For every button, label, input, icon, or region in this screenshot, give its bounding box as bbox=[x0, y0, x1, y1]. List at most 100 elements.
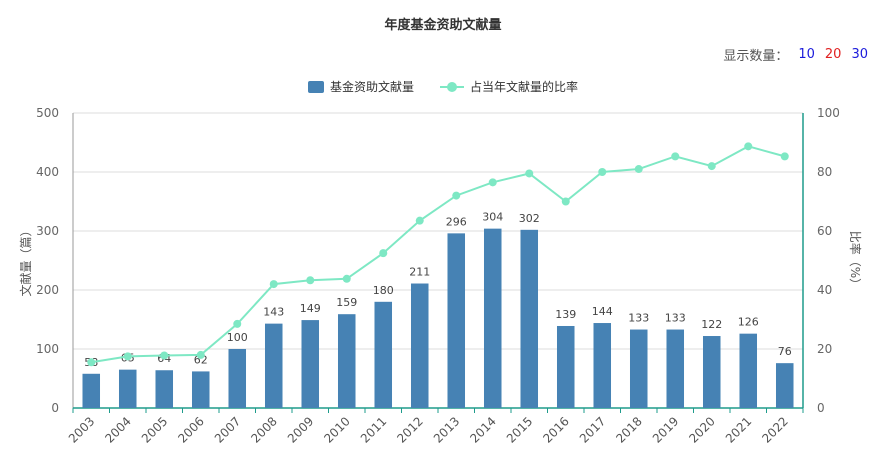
legend-bar-label: 基金资助文献量 bbox=[329, 80, 414, 94]
ratio-point bbox=[780, 152, 789, 161]
bar bbox=[520, 229, 539, 408]
bar bbox=[337, 314, 356, 408]
bar bbox=[155, 370, 174, 408]
bar bbox=[629, 329, 648, 408]
ratio-line bbox=[91, 145, 786, 364]
y-tick-label: 300 bbox=[36, 224, 59, 238]
display-count-control: 显示数量： 10 20 30 bbox=[723, 45, 868, 64]
x-tick-label: 2015 bbox=[504, 414, 535, 445]
bar-data-label: 159 bbox=[336, 296, 357, 309]
legend-item-bar-series[interactable]: 基金资助文献量 bbox=[307, 78, 414, 95]
ratio-point bbox=[160, 351, 169, 360]
bar-data-label: 304 bbox=[482, 211, 503, 224]
bar bbox=[191, 371, 210, 408]
ratio-point bbox=[634, 165, 643, 174]
legend-bar-swatch bbox=[307, 80, 324, 93]
bar-data-label: 133 bbox=[665, 312, 686, 325]
y-tick-label: 100 bbox=[36, 342, 59, 356]
ratio-point bbox=[233, 319, 242, 328]
ratio-point bbox=[379, 249, 388, 258]
bar-data-label: 126 bbox=[738, 316, 759, 329]
bar bbox=[666, 329, 685, 408]
x-tick-label: 2019 bbox=[650, 414, 681, 445]
ratio-point bbox=[488, 178, 497, 187]
bar bbox=[775, 363, 794, 408]
x-tick-label: 2018 bbox=[613, 414, 644, 445]
bar bbox=[118, 369, 137, 408]
bar-data-label: 211 bbox=[409, 266, 430, 279]
x-tick-label: 2010 bbox=[321, 414, 352, 445]
bar bbox=[739, 333, 758, 408]
x-tick-label: 2013 bbox=[431, 414, 462, 445]
x-tick-label: 2017 bbox=[577, 414, 608, 445]
chart-legend: 基金资助文献量 占当年文献量的比率 bbox=[0, 78, 886, 95]
bar-data-label: 139 bbox=[555, 308, 576, 321]
y-tick-label: 0 bbox=[51, 401, 59, 415]
display-count-option-10[interactable]: 10 bbox=[798, 47, 815, 62]
legend-item-line-series[interactable]: 占当年文献量的比率 bbox=[440, 78, 578, 95]
bar bbox=[264, 323, 283, 408]
bar bbox=[483, 228, 502, 408]
legend-line-label: 占当年文献量的比率 bbox=[470, 80, 579, 94]
y2-tick-label: 100 bbox=[817, 106, 840, 120]
ratio-point bbox=[744, 142, 753, 151]
bar-data-label: 122 bbox=[701, 318, 722, 331]
x-tick-label: 2016 bbox=[540, 414, 571, 445]
bar bbox=[374, 301, 393, 408]
y2-tick-label: 20 bbox=[817, 342, 832, 356]
ratio-point bbox=[123, 352, 132, 361]
bar-data-label: 296 bbox=[446, 215, 467, 228]
x-tick-label: 2003 bbox=[66, 414, 97, 445]
bar-data-label: 302 bbox=[519, 212, 540, 225]
ratio-point bbox=[452, 191, 461, 200]
y2-tick-label: 60 bbox=[817, 224, 832, 238]
x-tick-label: 2011 bbox=[358, 414, 389, 445]
bar-data-label: 133 bbox=[628, 312, 649, 325]
ratio-point bbox=[561, 197, 570, 206]
ratio-point bbox=[707, 162, 716, 171]
bar-data-label: 149 bbox=[300, 302, 321, 315]
y2-tick-label: 40 bbox=[817, 283, 832, 297]
y2-tick-label: 0 bbox=[817, 401, 825, 415]
display-count-label: 显示数量： bbox=[723, 49, 789, 64]
ratio-point bbox=[87, 358, 96, 367]
bar-data-label: 144 bbox=[592, 305, 613, 318]
ratio-point bbox=[415, 216, 424, 225]
ratio-point bbox=[671, 152, 680, 161]
y-tick-label: 200 bbox=[36, 283, 59, 297]
x-tick-label: 2021 bbox=[723, 414, 754, 445]
bar bbox=[593, 323, 612, 408]
y2-axis-title: 比率（%） bbox=[848, 231, 863, 290]
y-tick-label: 400 bbox=[36, 165, 59, 179]
bar bbox=[228, 349, 247, 408]
y-axis-title: 文献量（篇） bbox=[18, 224, 33, 296]
ratio-point bbox=[525, 169, 534, 178]
x-tick-label: 2022 bbox=[759, 414, 790, 445]
y-tick-label: 500 bbox=[36, 106, 59, 120]
bar bbox=[410, 283, 429, 408]
bar-data-label: 100 bbox=[227, 331, 248, 344]
bar bbox=[556, 325, 575, 408]
ratio-point bbox=[342, 274, 351, 283]
ratio-point bbox=[196, 350, 205, 359]
bar-data-label: 143 bbox=[263, 306, 284, 319]
ratio-point bbox=[269, 280, 278, 289]
y2-tick-label: 80 bbox=[817, 165, 832, 179]
bar-data-label: 76 bbox=[778, 345, 792, 358]
ratio-point bbox=[598, 168, 607, 176]
x-tick-label: 2020 bbox=[686, 414, 717, 445]
x-tick-label: 2005 bbox=[139, 414, 170, 445]
x-tick-label: 2008 bbox=[248, 414, 279, 445]
x-tick-label: 2006 bbox=[175, 414, 206, 445]
x-tick-label: 2004 bbox=[102, 414, 133, 445]
display-count-option-20[interactable]: 20 bbox=[824, 47, 842, 62]
ratio-point bbox=[306, 276, 315, 285]
display-count-option-30[interactable]: 30 bbox=[851, 47, 868, 62]
bar bbox=[447, 233, 466, 408]
legend-line-swatch bbox=[440, 81, 464, 93]
x-tick-label: 2007 bbox=[212, 414, 243, 445]
x-tick-label: 2009 bbox=[285, 414, 316, 445]
bar bbox=[301, 320, 320, 408]
